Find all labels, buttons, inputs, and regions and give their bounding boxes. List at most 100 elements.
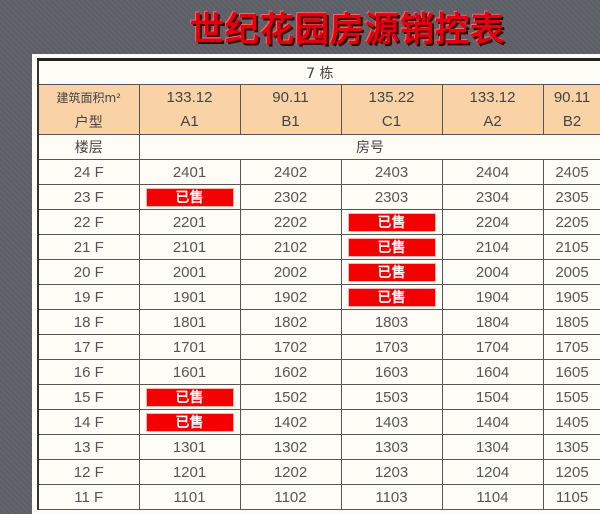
table-row: 15 F 已售 1502 1503 1504 1505	[37, 384, 600, 410]
room-cell[interactable]: 2201	[138, 209, 241, 235]
room-cell-sold[interactable]: 已售	[340, 259, 443, 285]
floor-cell: 16 F	[37, 359, 140, 385]
room-cell[interactable]: 2105	[542, 234, 600, 260]
room-cell[interactable]: 2401	[138, 159, 241, 185]
floor-label: 楼层	[37, 134, 140, 160]
room-cell[interactable]: 1103	[340, 484, 443, 510]
floor-cell: 21 F	[37, 234, 140, 260]
floor-cell: 14 F	[37, 409, 140, 435]
room-cell[interactable]: 2004	[441, 259, 544, 285]
room-cell[interactable]: 1204	[441, 459, 544, 485]
unit-type: B1	[239, 109, 342, 135]
room-cell[interactable]: 1803	[340, 309, 443, 335]
floor-cell: 13 F	[37, 434, 140, 460]
room-cell[interactable]: 2402	[239, 159, 342, 185]
floor-cell: 15 F	[37, 384, 140, 410]
room-cell[interactable]: 1301	[138, 434, 241, 460]
room-cell[interactable]: 1205	[542, 459, 600, 485]
room-cell[interactable]: 1102	[239, 484, 342, 510]
room-cell[interactable]: 1901	[138, 284, 241, 310]
room-cell[interactable]: 1905	[542, 284, 600, 310]
room-cell[interactable]: 1603	[340, 359, 443, 385]
unit-type: A1	[138, 109, 241, 135]
room-cell[interactable]: 1701	[138, 334, 241, 360]
room-cell[interactable]: 1705	[542, 334, 600, 360]
unit-area: 90.11	[239, 84, 342, 110]
table-row: 13 F 1301 1302 1303 1304 1305	[37, 434, 600, 460]
sold-badge: 已售	[145, 387, 234, 407]
room-cell[interactable]: 2304	[441, 184, 544, 210]
table-row: 12 F 1201 1202 1203 1204 1205	[37, 459, 600, 485]
room-cell[interactable]: 1302	[239, 434, 342, 460]
room-cell[interactable]: 1402	[239, 409, 342, 435]
room-cell[interactable]: 1604	[441, 359, 544, 385]
room-cell[interactable]: 2005	[542, 259, 600, 285]
room-cell[interactable]: 1605	[542, 359, 600, 385]
room-cell-sold[interactable]: 已售	[340, 209, 443, 235]
room-cell[interactable]: 1303	[340, 434, 443, 460]
room-cell[interactable]: 1904	[441, 284, 544, 310]
room-cell[interactable]: 1703	[340, 334, 443, 360]
floor-cell: 23 F	[37, 184, 140, 210]
table-row: 16 F 1601 1602 1603 1604 1605	[37, 359, 600, 385]
room-cell[interactable]: 1405	[542, 409, 600, 435]
room-cell[interactable]: 1104	[441, 484, 544, 510]
unit-type: C1	[340, 109, 443, 135]
table-row: 21 F 2101 2102 已售 2104 2105	[37, 234, 600, 260]
room-cell[interactable]: 1503	[340, 384, 443, 410]
room-cell-sold[interactable]: 已售	[340, 234, 443, 260]
room-cell[interactable]: 1704	[441, 334, 544, 360]
room-cell[interactable]: 1805	[542, 309, 600, 335]
room-cell[interactable]: 1203	[340, 459, 443, 485]
sold-badge: 已售	[347, 212, 436, 232]
room-cell[interactable]: 1304	[441, 434, 544, 460]
room-cell[interactable]: 1702	[239, 334, 342, 360]
room-cell[interactable]: 2102	[239, 234, 342, 260]
room-cell-sold[interactable]: 已售	[340, 284, 443, 310]
room-cell[interactable]: 1502	[239, 384, 342, 410]
room-cell-sold[interactable]: 已售	[138, 384, 241, 410]
room-cell[interactable]: 2002	[239, 259, 342, 285]
sold-badge: 已售	[347, 262, 436, 282]
table-row: 19 F 1901 1902 已售 1904 1905	[37, 284, 600, 310]
room-cell[interactable]: 2305	[542, 184, 600, 210]
floor-cell: 20 F	[37, 259, 140, 285]
floor-cell: 22 F	[37, 209, 140, 235]
room-cell[interactable]: 1404	[441, 409, 544, 435]
room-cell[interactable]: 2104	[441, 234, 544, 260]
room-cell[interactable]: 1202	[239, 459, 342, 485]
room-cell[interactable]: 2403	[340, 159, 443, 185]
room-cell[interactable]: 1504	[441, 384, 544, 410]
room-cell[interactable]: 2101	[138, 234, 241, 260]
room-cell[interactable]: 2202	[239, 209, 342, 235]
room-cell[interactable]: 1201	[138, 459, 241, 485]
floor-cell: 24 F	[37, 159, 140, 185]
sales-table: 7 栋 建筑面积m² 133.12 90.11 135.22 133.12 90.11 户…	[37, 58, 600, 510]
room-cell[interactable]: 1403	[340, 409, 443, 435]
room-cell[interactable]: 1801	[138, 309, 241, 335]
room-cell[interactable]: 2001	[138, 259, 241, 285]
room-cell[interactable]: 1105	[542, 484, 600, 510]
room-cell[interactable]: 1305	[542, 434, 600, 460]
sold-badge: 已售	[145, 187, 234, 207]
room-cell[interactable]: 2205	[542, 209, 600, 235]
room-cell[interactable]: 2302	[239, 184, 342, 210]
room-cell[interactable]: 1802	[239, 309, 342, 335]
room-cell[interactable]: 1602	[239, 359, 342, 385]
sold-badge: 已售	[347, 237, 436, 257]
room-cell-sold[interactable]: 已售	[138, 409, 241, 435]
room-cell[interactable]: 1505	[542, 384, 600, 410]
room-cell[interactable]: 1101	[138, 484, 241, 510]
room-cell[interactable]: 2405	[542, 159, 600, 185]
room-cell[interactable]: 2204	[441, 209, 544, 235]
room-cell[interactable]: 2404	[441, 159, 544, 185]
room-label: 房号	[138, 134, 600, 160]
room-cell[interactable]: 1804	[441, 309, 544, 335]
floor-cell: 12 F	[37, 459, 140, 485]
room-cell-sold[interactable]: 已售	[138, 184, 241, 210]
room-cell[interactable]: 2303	[340, 184, 443, 210]
room-cell[interactable]: 1601	[138, 359, 241, 385]
unit-type: A2	[441, 109, 544, 135]
table-row: 18 F 1801 1802 1803 1804 1805	[37, 309, 600, 335]
room-cell[interactable]: 1902	[239, 284, 342, 310]
